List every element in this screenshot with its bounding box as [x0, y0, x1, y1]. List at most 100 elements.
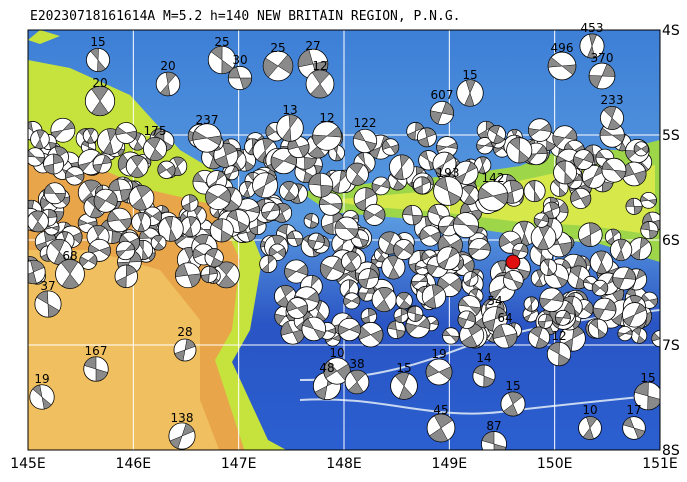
beachball	[429, 100, 455, 126]
beachball-quadrant	[503, 391, 523, 417]
beachball	[82, 127, 99, 144]
beachball	[393, 239, 415, 261]
beachball	[131, 212, 152, 233]
land-highland	[28, 250, 220, 450]
beachball-quadrant	[623, 303, 647, 327]
focal-mechanisms	[28, 33, 660, 450]
beachball	[416, 127, 437, 148]
event-label: 10	[329, 346, 344, 360]
event-label: 28	[177, 325, 192, 339]
beachball-quadrant	[348, 162, 366, 186]
beachball-quadrant	[348, 369, 366, 395]
beachball-quadrant	[458, 298, 481, 316]
trench-line	[299, 394, 660, 415]
event-label: 25	[270, 41, 285, 55]
beachball	[633, 141, 649, 157]
beachball	[579, 33, 605, 59]
beachball-quadrant	[601, 160, 627, 180]
beachball	[270, 147, 297, 175]
event-label: 48	[319, 361, 334, 375]
beachball-quadrant	[468, 242, 491, 257]
beachball-quadrant	[640, 221, 659, 240]
beachball-quadrant	[286, 300, 308, 316]
beachball-quadrant	[32, 384, 52, 410]
event-label: 27	[305, 39, 320, 53]
beachball-quadrant	[587, 33, 597, 59]
beachball-quadrant	[595, 250, 608, 274]
beachball	[175, 262, 201, 289]
beachball	[28, 147, 45, 167]
beachball	[204, 248, 224, 268]
beachball	[591, 279, 609, 297]
beachball	[308, 172, 334, 198]
event-label: 370	[591, 51, 614, 65]
beachball-quadrant	[424, 284, 444, 309]
event-label: 87	[486, 419, 501, 433]
beachball-quadrant	[429, 413, 453, 443]
beachball	[622, 416, 646, 440]
beachball-quadrant	[555, 310, 571, 325]
beachball-quadrant	[457, 311, 476, 329]
beachball-quadrant	[651, 332, 660, 342]
beachball	[631, 327, 648, 344]
beachball-quadrant	[425, 364, 453, 380]
event-label: 496	[551, 41, 574, 55]
beachball-quadrant	[146, 137, 164, 161]
beachball	[436, 246, 461, 271]
beachball	[284, 259, 309, 284]
beachball	[155, 71, 181, 97]
beachball-quadrant	[633, 144, 649, 154]
beachball-quadrant	[115, 126, 137, 140]
beachball	[343, 292, 361, 310]
beachball	[413, 176, 432, 195]
beachball	[539, 287, 564, 313]
beachball	[457, 310, 476, 329]
beachball	[371, 286, 397, 313]
beachball	[181, 194, 199, 212]
beachball	[512, 242, 529, 259]
event-label: 142	[482, 171, 505, 185]
beachball	[442, 327, 460, 345]
beachball-quadrant	[337, 323, 361, 336]
beachball-quadrant	[582, 416, 598, 440]
beachball	[477, 180, 509, 212]
event-label: 10	[582, 403, 597, 417]
beachball-quadrant	[262, 54, 294, 78]
beachball	[200, 265, 218, 284]
beachball-quadrant	[169, 423, 195, 449]
beachball	[341, 251, 362, 272]
beachball-quadrant	[284, 264, 309, 279]
beachball-quadrant	[261, 203, 280, 220]
beachball	[46, 238, 73, 265]
event-label: 12	[551, 329, 566, 343]
beachball-quadrant	[548, 342, 570, 366]
beachball-quadrant	[453, 216, 479, 234]
beachball-quadrant	[407, 305, 423, 322]
beachball	[533, 212, 550, 228]
event-label: 15	[505, 379, 520, 393]
beachball	[573, 149, 594, 170]
event-label: 19	[431, 347, 446, 361]
beachball	[192, 123, 222, 153]
beachball-quadrant	[509, 137, 530, 164]
beachball-quadrant	[287, 230, 304, 247]
beachball-quadrant	[261, 255, 276, 273]
beachball-quadrant	[556, 160, 574, 185]
beachball	[55, 259, 85, 289]
beachball	[301, 316, 327, 342]
beachball-quadrant	[590, 318, 607, 339]
beachball	[459, 185, 480, 205]
beachball	[381, 255, 406, 280]
beachball-quadrant	[464, 271, 478, 287]
beachball-quadrant	[481, 431, 507, 450]
beachball	[578, 416, 602, 440]
beachball-quadrant	[417, 127, 437, 148]
beachball	[345, 162, 369, 186]
beachball-quadrant	[477, 186, 509, 206]
beachball	[30, 129, 50, 149]
beachball	[530, 224, 557, 251]
beachball	[468, 237, 491, 261]
beachball	[592, 297, 617, 322]
beachball-quadrant	[116, 243, 135, 258]
beachball	[425, 358, 453, 386]
